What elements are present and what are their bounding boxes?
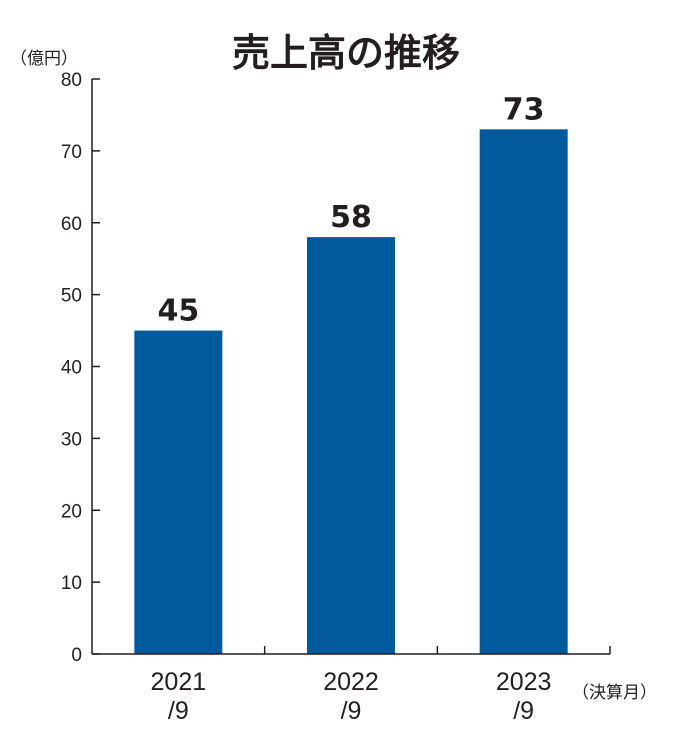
bar-2021	[134, 330, 223, 654]
chart-title: 売上高の推移	[232, 31, 460, 75]
y-tick-label: 10	[61, 573, 82, 594]
y-tick-label: 30	[61, 429, 82, 450]
value-label-2021: 45	[157, 294, 199, 329]
y-axis-unit-label: （億円）	[10, 49, 78, 69]
y-tick-label: 60	[61, 214, 82, 235]
x-tick-label-year: 2023	[496, 668, 552, 696]
x-axis-unit-label: （決算月）	[572, 683, 657, 703]
value-label-2022: 58	[330, 200, 372, 235]
y-tick-label: 20	[61, 501, 82, 522]
y-tick-label: 0	[71, 645, 82, 666]
y-tick-label: 70	[61, 142, 82, 163]
x-tick-label-month: /9	[168, 697, 189, 725]
x-tick-label-year: 2021	[151, 668, 207, 696]
x-tick-label-month: /9	[513, 697, 534, 725]
bar-2022	[307, 237, 395, 654]
x-tick-label-year: 2022	[323, 668, 379, 696]
y-tick-label: 40	[61, 358, 82, 379]
bars-group	[134, 129, 568, 654]
value-label-2023: 73	[503, 92, 545, 127]
x-tick-label-month: /9	[341, 697, 362, 725]
y-tick-label: 80	[61, 70, 82, 91]
y-axis-ticks: 0 10 20 30 40 50 60 70 80	[61, 70, 100, 666]
y-tick-label: 50	[61, 286, 82, 307]
bar-2023	[479, 129, 568, 654]
value-labels-group: 45 58 73	[157, 92, 544, 328]
